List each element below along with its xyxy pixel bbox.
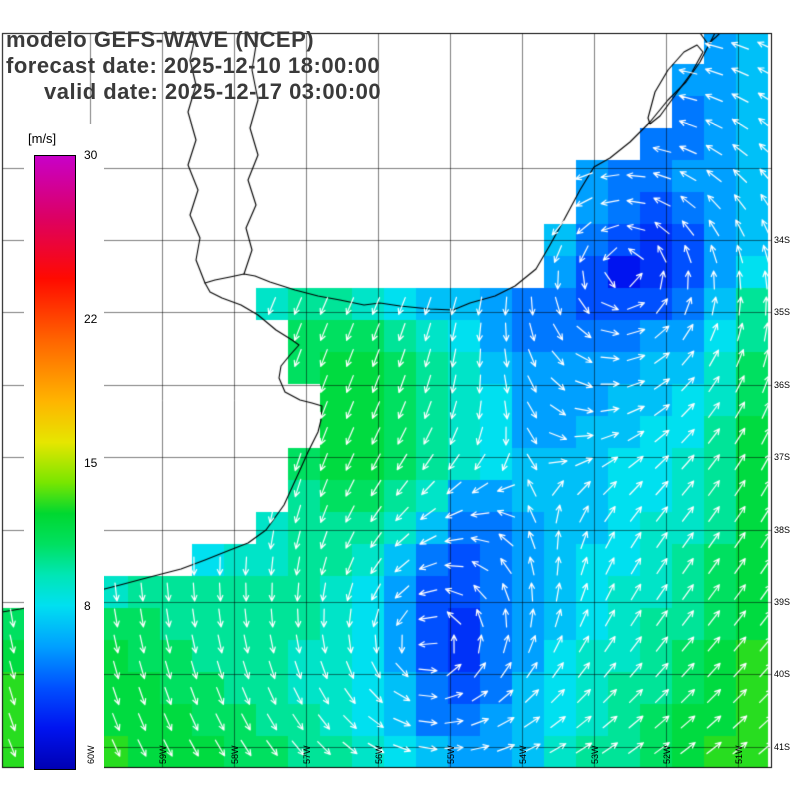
lat-label-36S: 36S [774, 380, 791, 390]
valid-date-label: valid date: 2025-12-17 03:00:00 [44, 79, 382, 104]
lon-label-55W: 55W [446, 745, 456, 764]
lat-label-40S: 40S [774, 669, 791, 679]
colorbar-tick-8: 8 [84, 599, 91, 613]
colorbar-tick-30: 30 [84, 148, 98, 162]
lon-label-52W: 52W [662, 745, 672, 764]
lon-label-57W: 57W [302, 745, 312, 764]
lat-label-37S: 37S [774, 452, 791, 462]
model-title: modelo GEFS-WAVE (NCEP) [6, 27, 315, 52]
lon-label-59W: 59W [158, 745, 168, 764]
lat-label-38S: 38S [774, 525, 791, 535]
colorbar-tick-15: 15 [84, 455, 98, 470]
lat-label-39S: 39S [774, 597, 791, 607]
lon-label-56W: 56W [374, 745, 384, 764]
lat-label-34S: 34S [774, 235, 791, 245]
lat-label-35S: 35S [774, 307, 791, 317]
colorbar-tick-22: 22 [84, 312, 98, 326]
forecast-date-label: forecast date: 2025-12-10 18:00:00 [6, 53, 381, 78]
lon-label-58W: 58W [230, 745, 240, 764]
lon-label-51W: 51W [734, 745, 744, 764]
colorbar-unit-label: [m/s] [28, 131, 57, 146]
colorbar [34, 155, 76, 770]
lon-label-54W: 54W [518, 745, 528, 764]
lon-label-53W: 53W [590, 745, 600, 764]
lon-label-60W: 60W [86, 745, 96, 764]
lat-label-41S: 41S [774, 742, 791, 752]
